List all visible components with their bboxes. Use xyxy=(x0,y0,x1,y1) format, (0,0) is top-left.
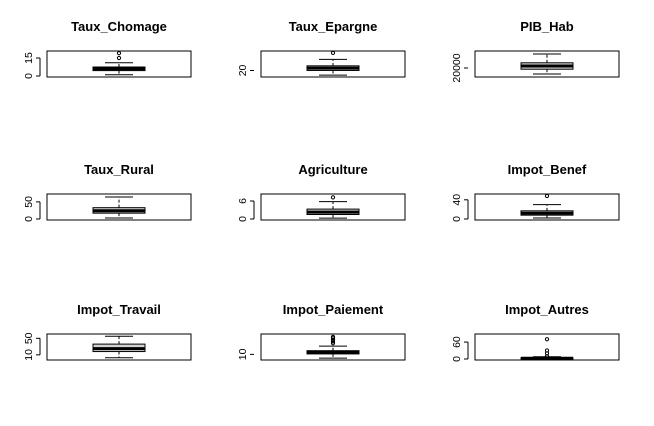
y-tick-label: 15 xyxy=(23,52,35,64)
y-tick-label: 10 xyxy=(237,348,249,360)
plot-frame xyxy=(474,50,620,78)
panel-title: PIB_Hab xyxy=(520,19,574,34)
y-tick-label: 0 xyxy=(23,73,35,79)
outlier-point xyxy=(544,193,550,199)
plot-frame xyxy=(46,333,192,361)
outlier-point xyxy=(330,195,336,200)
plot-frame xyxy=(260,333,406,361)
panel-title: Impot_Benef xyxy=(508,162,587,177)
y-tick-label: 50 xyxy=(23,196,35,208)
plot-frame xyxy=(260,193,406,221)
y-tick-label: 0 xyxy=(451,216,463,222)
panel-title: Impot_Travail xyxy=(77,302,161,317)
y-tick-label: 0 xyxy=(23,216,35,222)
panel-title: Taux_Epargne xyxy=(289,19,378,34)
y-tick-label: 0 xyxy=(237,216,249,222)
plot-frame xyxy=(46,193,192,221)
outlier-point xyxy=(330,50,336,56)
panel-title: Taux_Chomage xyxy=(71,19,167,34)
panel-title: Impot_Paiement xyxy=(283,302,384,317)
y-tick-label: 0 xyxy=(451,356,463,362)
y-tick-label: 20000 xyxy=(451,53,463,82)
outlier-point xyxy=(116,51,122,56)
panel-title: Agriculture xyxy=(298,162,367,177)
y-tick-label: 50 xyxy=(23,332,35,344)
y-tick-label: 20 xyxy=(237,64,249,76)
outlier-point xyxy=(544,337,550,342)
panel-title: Taux_Rural xyxy=(84,162,154,177)
y-tick-label: 40 xyxy=(451,194,463,206)
outlier-point xyxy=(116,55,122,61)
plot-frame xyxy=(474,333,620,361)
outlier-point xyxy=(544,348,550,353)
y-tick-label: 10 xyxy=(23,349,35,361)
y-tick-label: 60 xyxy=(451,336,463,348)
panel-title: Impot_Autres xyxy=(505,302,589,317)
outlier-point xyxy=(330,334,336,339)
y-tick-label: 6 xyxy=(237,198,249,204)
plot-frame xyxy=(46,50,192,78)
